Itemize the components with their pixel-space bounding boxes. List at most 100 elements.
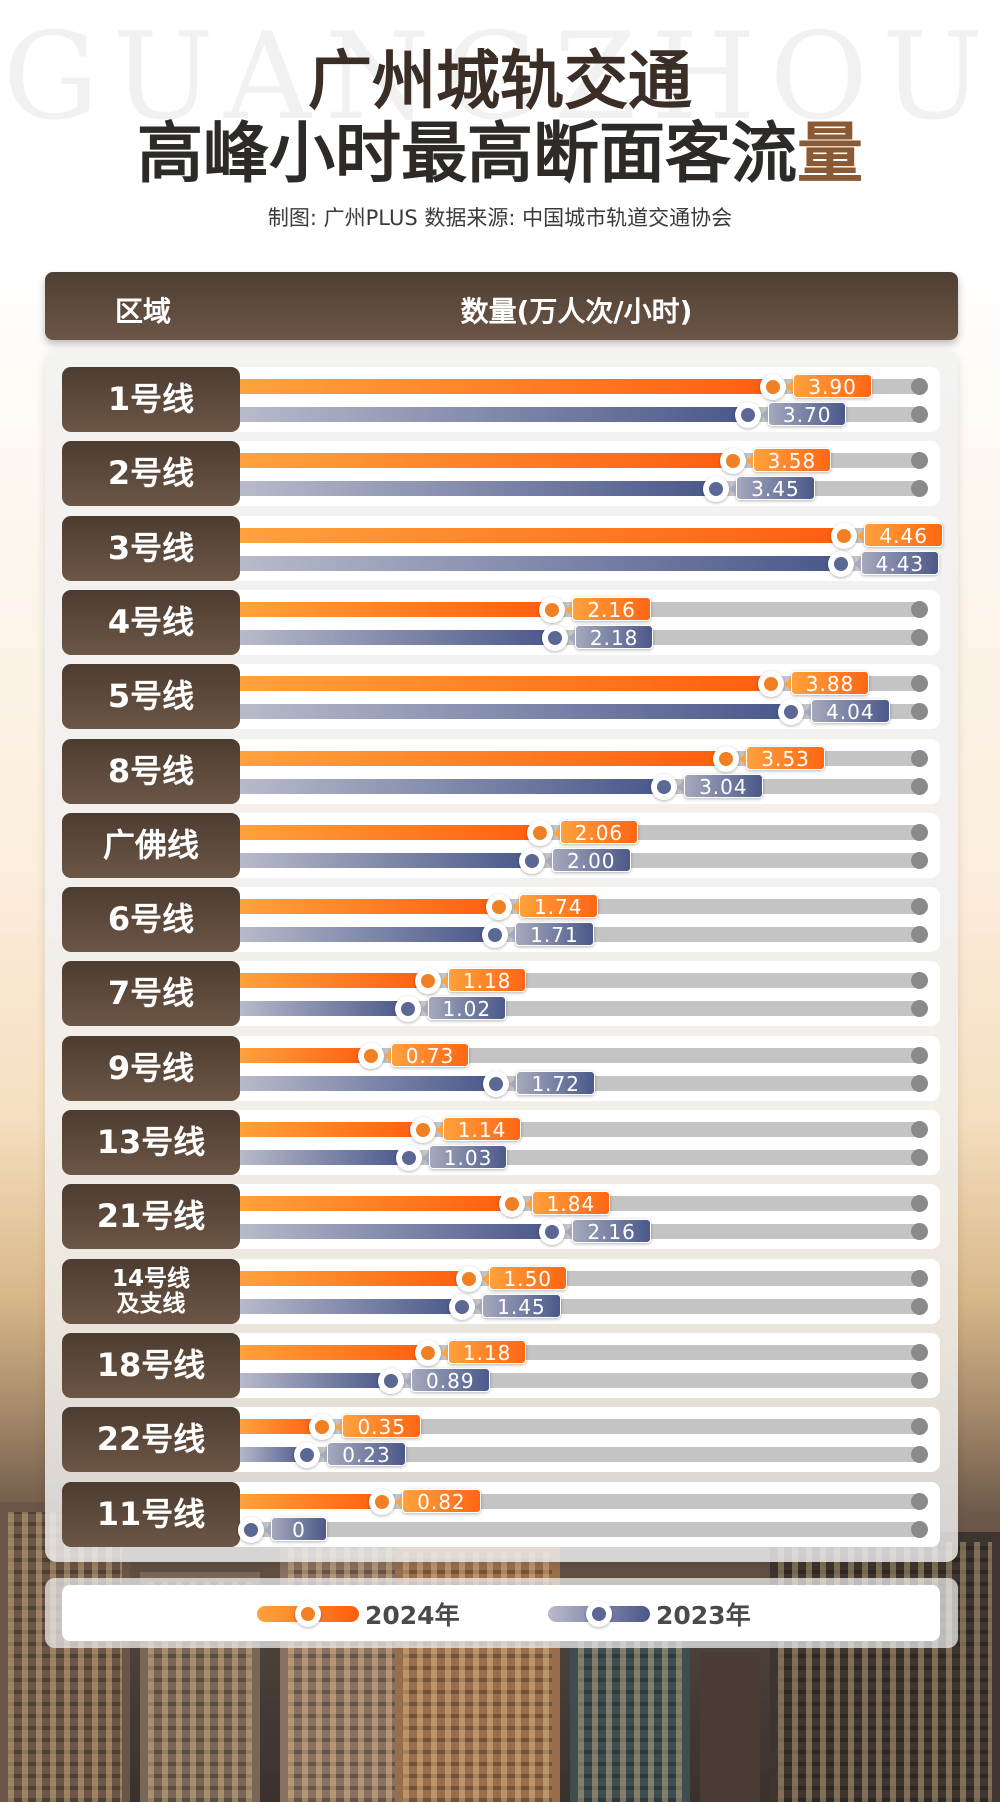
row-label: 13号线	[62, 1110, 240, 1175]
bar-v2024	[238, 528, 845, 543]
value-label-v2023: 3.45	[729, 476, 815, 501]
value-label-v2023: 1.02	[420, 996, 507, 1021]
knob-icon	[455, 1266, 482, 1292]
row-label: 22号线	[62, 1407, 240, 1472]
track-end-dot	[911, 1521, 928, 1538]
row-label: 2号线	[62, 441, 240, 506]
track-end-dot	[911, 378, 928, 395]
row-label: 6号线	[62, 887, 240, 952]
bar-v2024	[238, 676, 771, 691]
chart-row: 广佛线 2.06 2.00	[62, 813, 940, 878]
knob-icon	[414, 968, 441, 994]
chart-row: 4号线 2.16 2.18	[62, 590, 940, 655]
value-label-v2024: 3.53	[739, 746, 825, 771]
value-label-v2024: 1.14	[435, 1117, 522, 1142]
knob-icon	[449, 1294, 476, 1320]
track-end-dot	[911, 1149, 928, 1166]
track-end-dot	[911, 452, 928, 469]
knob-icon	[482, 922, 509, 948]
bar-v2023	[238, 704, 792, 719]
subtitle: 制图: 广州PLUS 数据来源: 中国城市轨道交通协会	[267, 206, 733, 230]
bar-v2023	[238, 853, 532, 868]
track-end-dot	[911, 1446, 928, 1463]
header-region: 区域	[115, 295, 172, 328]
track-end-dot	[911, 1195, 928, 1212]
title-line-2-accent: 量	[797, 114, 863, 192]
track-end-dot	[911, 778, 928, 795]
knob-icon	[498, 1191, 525, 1217]
value-label-v2024: 1.50	[481, 1266, 568, 1291]
bar-v2024	[238, 899, 499, 914]
bar-track	[232, 1521, 928, 1538]
value-label-v2023: 3.70	[760, 402, 847, 427]
value-label-v2024: 0.73	[383, 1043, 470, 1068]
chart-row: 22号线 0.35 0.23	[62, 1407, 940, 1472]
bar-v2024	[238, 1122, 423, 1137]
value-label-v2024: 0.82	[395, 1489, 481, 1514]
chart-row: 2号线 3.58 3.45	[62, 441, 940, 506]
knob-icon	[651, 774, 678, 800]
bar-v2023	[238, 1299, 463, 1314]
track-end-dot	[911, 898, 928, 915]
chart-row: 3号线 4.46 4.43	[62, 516, 943, 581]
chart-row: 11号线 0.82 0	[62, 1482, 940, 1547]
knob-icon	[519, 848, 545, 874]
value-label-v2023: 1.71	[508, 922, 594, 947]
bar-v2023	[238, 1001, 408, 1016]
bar-v2023	[238, 779, 665, 794]
knob-icon	[378, 1368, 405, 1394]
knob-icon	[757, 671, 784, 697]
row-label: 3号线	[62, 516, 240, 581]
knob-icon	[586, 1601, 612, 1627]
bar-v2024	[238, 1494, 383, 1509]
track-end-dot	[911, 1493, 928, 1510]
chart-row: 21号线 1.84 2.16	[62, 1184, 940, 1249]
row-label: 7号线	[62, 961, 240, 1026]
row-label: 1号线	[62, 367, 240, 432]
knob-icon	[526, 820, 553, 846]
knob-icon	[409, 1117, 436, 1143]
knob-icon	[394, 996, 421, 1022]
bar-v2024	[238, 602, 553, 617]
header-quantity: 数量(万人次/小时)	[460, 295, 693, 328]
chart-row: 7号线 1.18 1.02	[62, 961, 940, 1026]
value-label-v2024: 3.88	[783, 671, 870, 696]
value-label-v2024: 3.90	[786, 374, 872, 399]
track-end-dot	[911, 480, 928, 497]
watermark: GUANGZHOU	[2, 8, 998, 147]
row-label: 8号线	[62, 739, 240, 804]
track-end-dot	[911, 1047, 928, 1064]
knob-icon	[483, 1071, 510, 1097]
track-end-dot	[911, 703, 928, 720]
chart-row: 18号线 1.18 0.89	[62, 1333, 940, 1398]
knob-icon	[294, 1442, 321, 1468]
chart-row: 8号线 3.53 3.04	[62, 739, 940, 804]
track-end-dot	[911, 601, 928, 618]
row-label: 5号线	[62, 664, 240, 729]
knob-icon	[395, 1145, 422, 1171]
knob-icon	[734, 402, 761, 428]
legend: 2024年 2023年	[62, 1585, 940, 1641]
title-line-2-main: 高峰小时最高断面客流	[137, 114, 797, 192]
row-label: 14号线 及支线	[62, 1259, 240, 1324]
knob-icon	[238, 1517, 264, 1543]
track-end-dot	[911, 750, 928, 767]
knob-icon	[778, 699, 805, 725]
bar-v2023	[238, 1373, 392, 1388]
track-end-dot	[911, 1075, 928, 1092]
value-label-v2023: 4.04	[804, 699, 890, 724]
knob-icon	[309, 1414, 336, 1440]
row-label: 18号线	[62, 1333, 240, 1398]
track-end-dot	[911, 1000, 928, 1017]
value-label-v2024: 1.18	[440, 1340, 527, 1365]
title-line-1: 广州城轨交通	[308, 44, 692, 119]
bar-v2024	[238, 453, 733, 468]
bar-v2024	[238, 1345, 428, 1360]
track-end-dot	[911, 1298, 928, 1315]
knob-icon	[827, 551, 854, 577]
bar-v2023	[238, 1076, 497, 1091]
track-end-dot	[911, 629, 928, 646]
value-label-v2024: 1.84	[524, 1191, 611, 1216]
bar-v2024	[238, 973, 428, 988]
knob-icon	[541, 625, 568, 651]
